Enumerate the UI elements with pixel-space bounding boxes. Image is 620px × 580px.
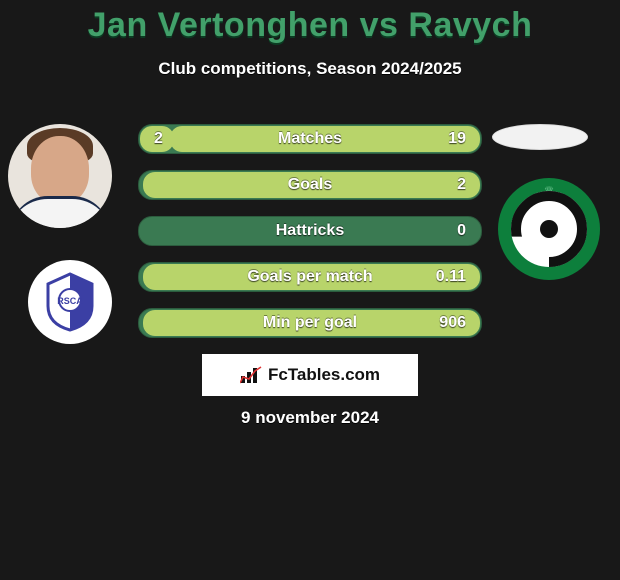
cercle-ring-icon: [511, 191, 587, 267]
stat-value-left: 2: [154, 124, 163, 154]
stat-row: Goals2: [138, 170, 482, 200]
stat-row: Hattricks0: [138, 216, 482, 246]
stat-bars: Matches219Goals2Hattricks0Goals per matc…: [138, 124, 482, 354]
stat-value-right: 0.11: [436, 262, 466, 292]
stat-row: Goals per match0.11: [138, 262, 482, 292]
player-right-club-badge: ♕: [498, 178, 600, 280]
stat-label: Hattricks: [138, 216, 482, 246]
snapshot-date: 9 november 2024: [0, 408, 620, 428]
stat-label: Goals per match: [138, 262, 482, 292]
stat-label: Min per goal: [138, 308, 482, 338]
player-left-avatar: [8, 124, 112, 228]
stat-value-right: 2: [457, 170, 466, 200]
page-subtitle: Club competitions, Season 2024/2025: [0, 59, 620, 79]
page-title: Jan Vertonghen vs Ravych: [0, 6, 620, 45]
stat-row: Matches2 19: [138, 124, 482, 154]
cercle-dot: [540, 220, 558, 238]
player-left-club-badge: RSCA: [28, 260, 112, 344]
anderlecht-crest-icon: RSCA: [38, 270, 102, 334]
comparison-card: Jan Vertonghen vs Ravych Club competitio…: [0, 0, 620, 580]
bar-chart-icon: [240, 366, 262, 384]
source-label: FcTables.com: [268, 365, 380, 385]
svg-text:RSCA: RSCA: [57, 296, 83, 306]
avatar-shirt: [10, 196, 110, 228]
stat-row: Min per goal906: [138, 308, 482, 338]
stat-label: Goals: [138, 170, 482, 200]
stat-value-right: 906: [439, 308, 466, 338]
stat-label: Matches: [138, 124, 482, 154]
stat-value-right: 19: [448, 124, 466, 154]
player-right-avatar: [492, 124, 588, 150]
avatar-head: [31, 136, 89, 204]
source-attribution: FcTables.com: [202, 354, 418, 396]
stat-value-right: 0: [457, 216, 466, 246]
